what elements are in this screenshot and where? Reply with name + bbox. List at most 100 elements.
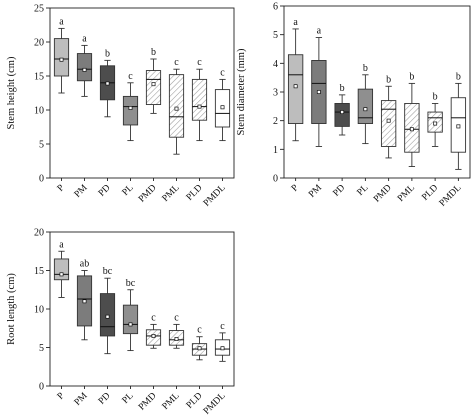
significance-letter: b (151, 47, 156, 58)
mean-marker (363, 107, 368, 112)
significance-letter: c (174, 312, 179, 323)
y-tick-label: 6 (273, 2, 278, 13)
x-category-label: PLD (185, 183, 205, 203)
x-category-label: PLD (420, 183, 440, 203)
significance-letter: b (105, 48, 110, 59)
y-tick-label: 5 (39, 140, 44, 151)
iqr-box (53, 38, 70, 77)
iqr-box (357, 88, 374, 124)
y-tick-label: 10 (34, 106, 44, 117)
box-pmd: b PMD (137, 47, 162, 205)
significance-letter: b (363, 63, 368, 74)
mean-marker (59, 272, 64, 277)
mean-marker (105, 81, 110, 86)
x-category-label: PL (121, 391, 136, 406)
mean-marker (293, 84, 298, 89)
y-tick-label: 15 (34, 72, 44, 83)
x-category-label: PMD (137, 391, 159, 413)
x-category-label: PM (73, 183, 90, 200)
significance-letter: a (293, 17, 298, 28)
significance-letter: a (317, 26, 322, 37)
box-pld: c PLD (185, 57, 208, 203)
significance-letter: b (433, 91, 438, 102)
y-tick-label: 5 (39, 343, 44, 354)
mean-marker (433, 121, 438, 126)
iqr-box (191, 78, 208, 121)
significance-letter: bc (126, 278, 136, 289)
x-category-label: P (56, 391, 67, 402)
x-category-label: PML (161, 391, 182, 412)
plot-frame (49, 7, 235, 179)
x-category-label: PMD (372, 183, 394, 205)
mean-marker (128, 322, 133, 327)
significance-letter: c (197, 325, 202, 336)
mean-marker (59, 57, 64, 62)
significance-letter: c (174, 57, 179, 68)
box-pml: c PML (161, 57, 185, 204)
x-category-label: PML (396, 183, 417, 204)
mean-marker (82, 67, 87, 72)
x-category-label: PLD (185, 391, 205, 411)
x-category-label: PMDL (202, 391, 228, 417)
box-pm: ab PM (73, 259, 93, 408)
y-tick-label: 10 (34, 305, 44, 316)
mean-marker (409, 127, 414, 132)
mean-marker (316, 90, 321, 94)
y-tick-label: 20 (34, 228, 44, 239)
box-pmdl: b PMDL (438, 71, 467, 209)
mean-marker (220, 105, 225, 110)
y-tick-label: 3 (273, 88, 278, 99)
box-p: aP (53, 16, 70, 194)
y-tick-label: 0 (39, 174, 44, 185)
iqr-box (122, 95, 139, 126)
mean-marker (220, 346, 225, 351)
x-category-label: PD (97, 183, 113, 199)
x-category-label: PML (161, 183, 182, 204)
y-tick-label: 2 (273, 116, 278, 127)
iqr-box (334, 103, 350, 127)
significance-letter: c (220, 321, 225, 332)
iqr-box (76, 53, 93, 82)
x-category-label: P (56, 183, 67, 194)
iqr-box (53, 258, 70, 281)
x-category-label: PMD (137, 183, 159, 205)
box-p: aP (53, 239, 70, 402)
mean-marker (174, 337, 179, 341)
box-pm: a PM (73, 33, 93, 200)
mean-marker (105, 314, 110, 319)
mean-marker (456, 124, 461, 129)
significance-letter: c (128, 71, 133, 82)
x-category-label: PL (121, 183, 136, 198)
x-category-label: PL (356, 183, 371, 198)
box-pmdl: c PMDL (202, 321, 231, 417)
box-pmd: b PMD (372, 74, 397, 205)
box-pm: a PM (307, 26, 327, 200)
box-pmd: c PMD (137, 312, 162, 413)
mean-marker (82, 299, 87, 304)
mean-marker (340, 110, 345, 115)
significance-letter: a (59, 16, 64, 27)
mean-marker (197, 104, 202, 109)
x-category-label: PMDL (438, 183, 464, 209)
box-pml: b PML (396, 71, 420, 204)
y-axis-label: Stem diameter (mm) (236, 48, 247, 135)
y-tick-label: 20 (34, 38, 44, 49)
significance-letter: b (386, 74, 391, 85)
x-category-label: PM (73, 391, 90, 408)
significance-letter: c (220, 67, 225, 78)
iqr-box (168, 74, 185, 138)
y-tick-label: 5 (273, 30, 278, 41)
significance-letter: bc (103, 266, 113, 277)
mean-marker (386, 118, 391, 123)
mean-marker (197, 346, 202, 351)
mean-marker (128, 106, 133, 110)
significance-letter: ab (80, 259, 89, 270)
y-tick-label: 0 (39, 382, 44, 393)
box-pml: c PML (161, 312, 185, 412)
box-pld: b PLD (420, 91, 443, 203)
box-pl: c PL (121, 71, 139, 198)
significance-letter: b (409, 71, 414, 82)
